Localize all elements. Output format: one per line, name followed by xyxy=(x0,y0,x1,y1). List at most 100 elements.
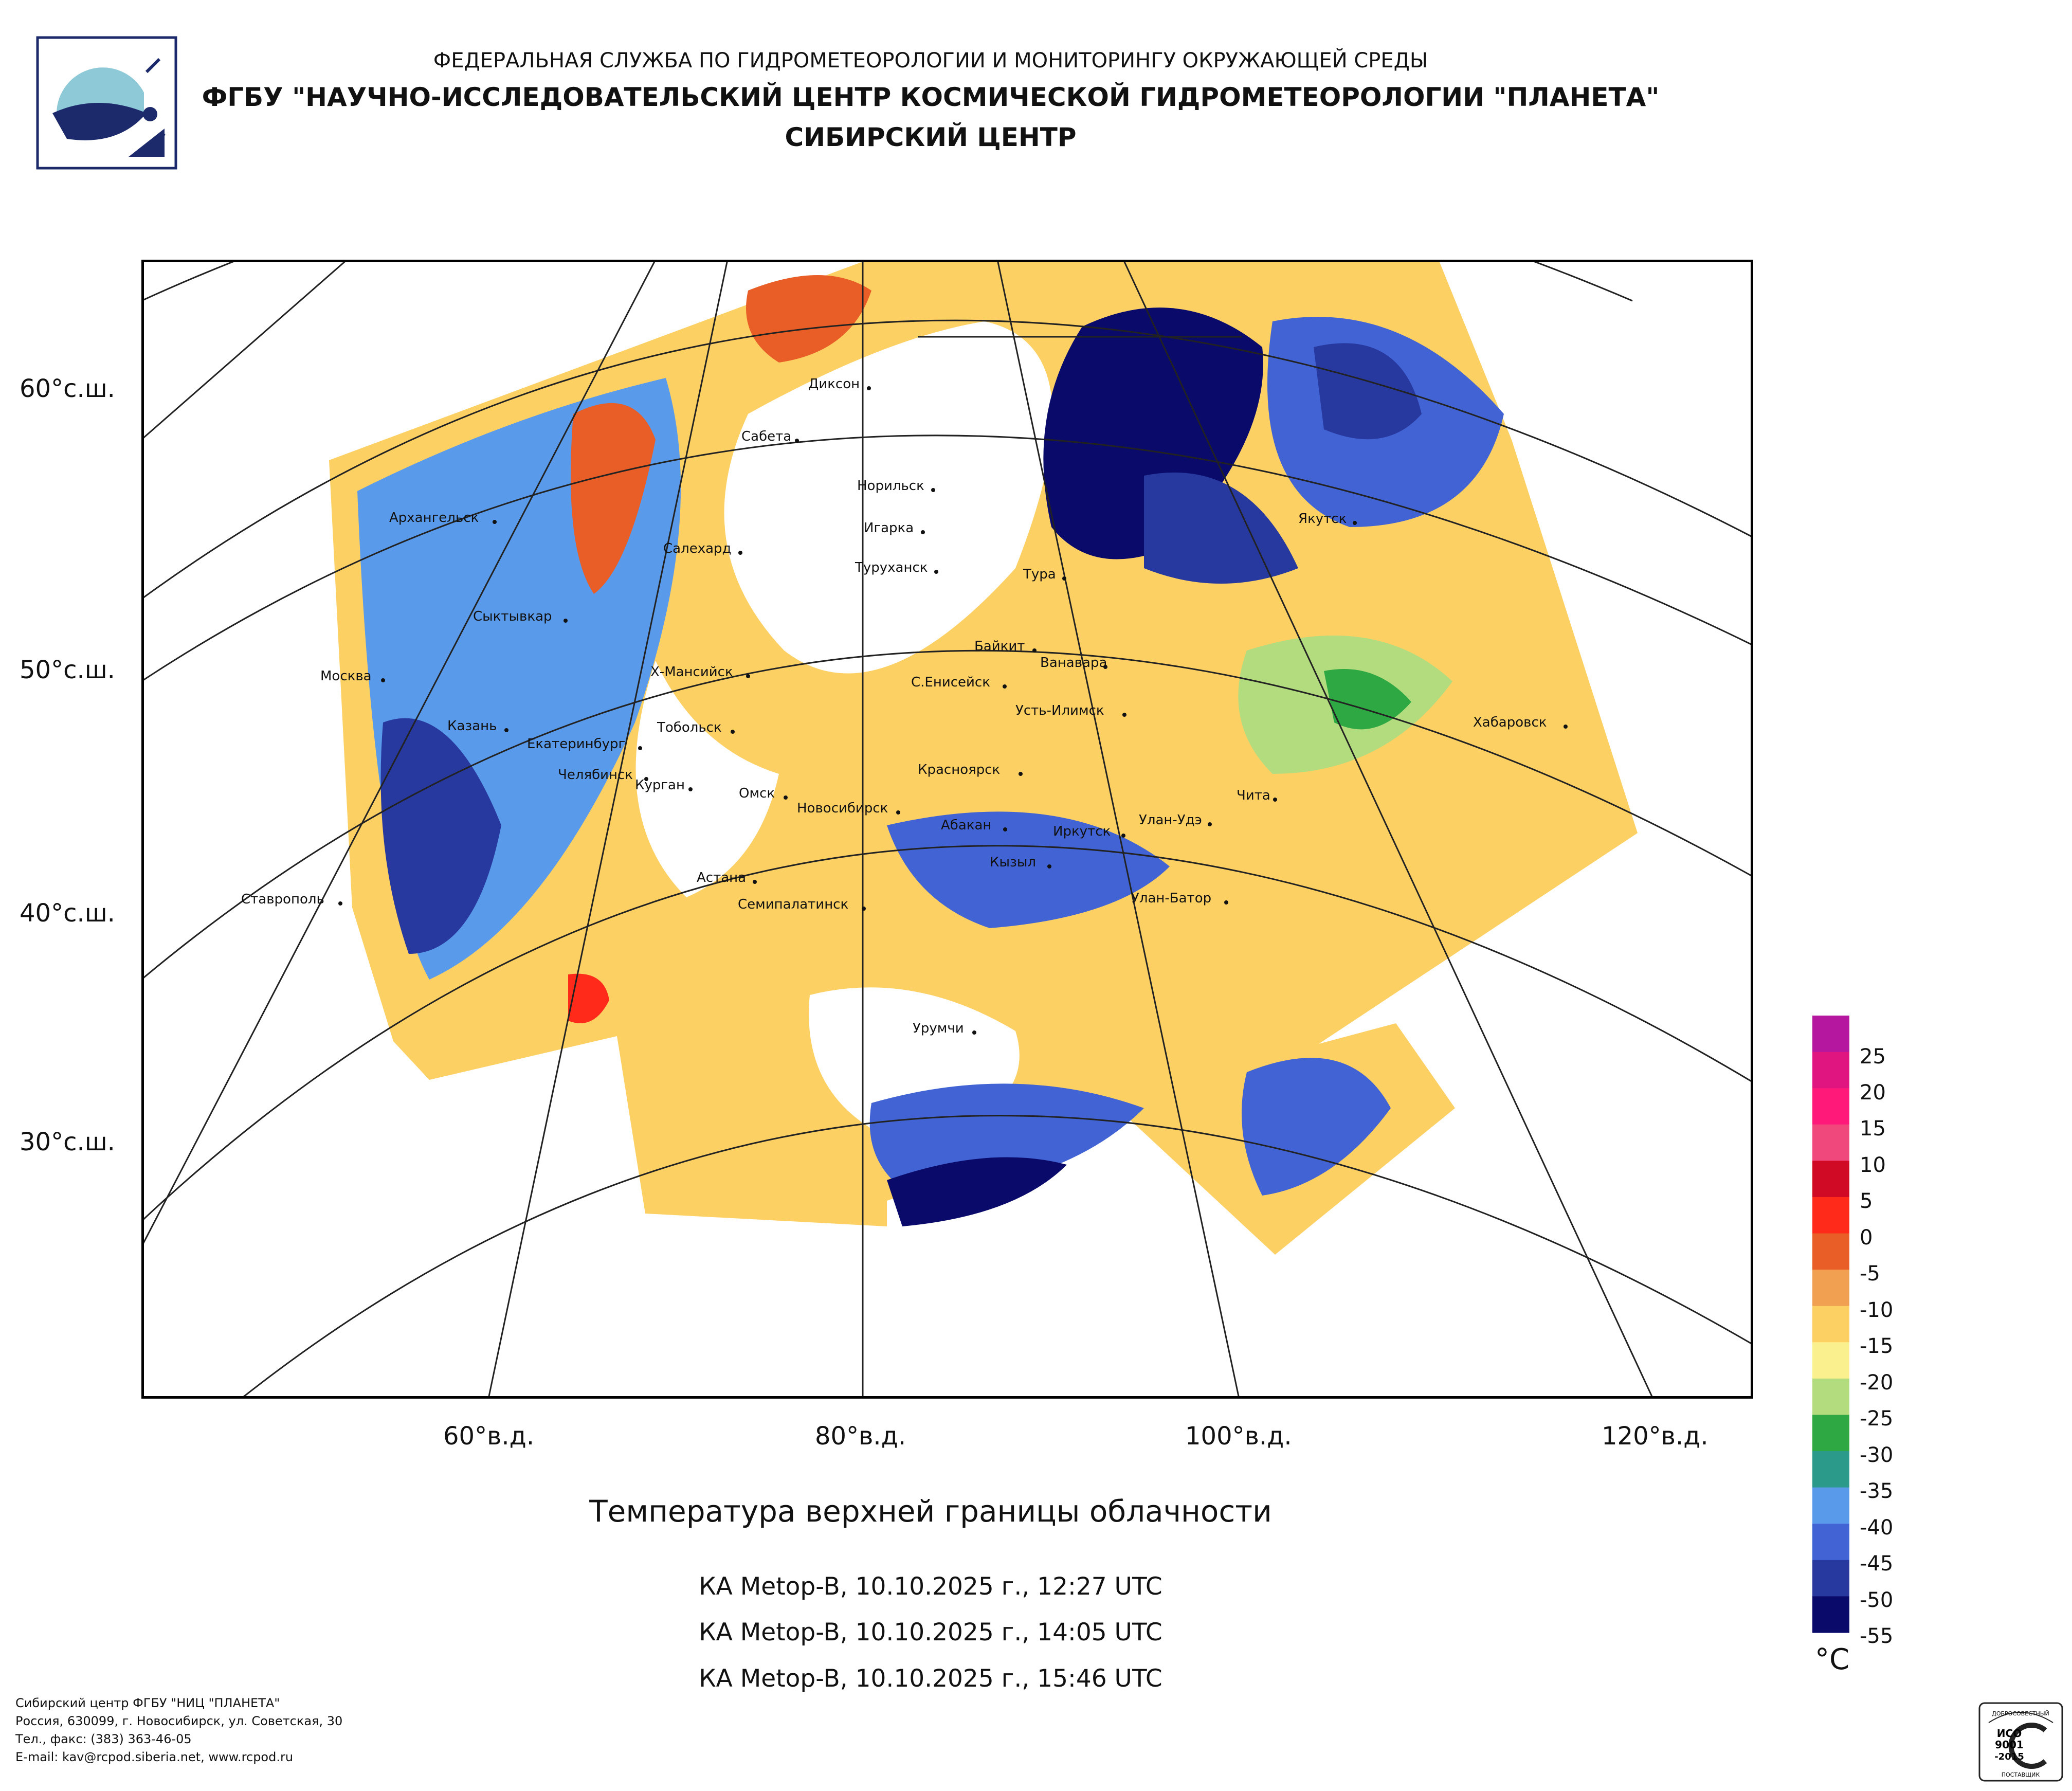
legend-tick: -55 xyxy=(1860,1624,1894,1648)
city-label: Новосибирск xyxy=(797,801,888,816)
institute-line: ФГБУ "НАУЧНО-ИССЛЕДОВАТЕЛЬСКИЙ ЦЕНТР КОС… xyxy=(202,82,1660,112)
legend-tick: -5 xyxy=(1860,1262,1880,1286)
city-label: Кызыл xyxy=(990,855,1036,870)
badge-iso: ИСО xyxy=(1997,1727,2022,1740)
city-label: Якутск xyxy=(1298,511,1347,527)
footer-contacts: Сибирский центр ФГБУ "НИЦ "ПЛАНЕТА" Росс… xyxy=(15,1694,342,1766)
legend-tick: -15 xyxy=(1860,1334,1894,1358)
city-label: Х-Мансийск xyxy=(650,664,733,680)
satellite-pass: КА Metop-B, 10.10.2025 г., 14:05 UTC xyxy=(699,1618,1162,1647)
graticule xyxy=(141,260,1753,1399)
city-label: Усть-Илимск xyxy=(1015,703,1104,718)
city-label: Курган xyxy=(635,777,685,793)
badge-top-text: ДОБРОСОВЕСТНЫЙ xyxy=(1992,1710,2049,1717)
temperature-legend xyxy=(1812,1016,1849,1633)
legend-swatch xyxy=(1812,1270,1849,1307)
legend-tick: -35 xyxy=(1860,1479,1894,1503)
planeta-logo xyxy=(36,36,177,170)
satellite-pass: КА Metop-B, 10.10.2025 г., 12:27 UTC xyxy=(699,1572,1162,1601)
cloud-blue-middle xyxy=(887,811,1170,928)
city-label: Красноярск xyxy=(918,762,1000,777)
city-label: Чита xyxy=(1237,788,1270,803)
city-label: С.Енисейск xyxy=(911,675,990,690)
legend-tick: 20 xyxy=(1860,1081,1886,1105)
footer-line: E-mail: kav@rcpod.siberia.net, www.rcpod… xyxy=(15,1750,294,1764)
legend-tick: -25 xyxy=(1860,1407,1894,1431)
legend-swatch xyxy=(1812,1124,1849,1161)
footer-line: Тел., факс: (383) 363-46-05 xyxy=(15,1732,192,1746)
city-label: Байкит xyxy=(974,639,1025,654)
lat-label: 30°с.ш. xyxy=(20,1128,115,1156)
legend-swatch xyxy=(1812,1197,1849,1234)
legend-swatch xyxy=(1812,1342,1849,1379)
cloud-orange-north xyxy=(746,275,871,363)
city-label: Архангельск xyxy=(389,510,479,526)
legend-swatch xyxy=(1812,1088,1849,1125)
legend-tick: 10 xyxy=(1860,1153,1886,1177)
legend-swatch xyxy=(1812,1052,1849,1089)
legend-swatch xyxy=(1812,1306,1849,1343)
legend-swatch xyxy=(1812,1233,1849,1270)
city-markers: Диксон Сабета Норильск Архангельск Салех… xyxy=(241,376,1568,1036)
city-label: Хабаровск xyxy=(1473,715,1547,730)
legend-unit: °C xyxy=(1815,1643,1850,1676)
legend-tick: 5 xyxy=(1860,1189,1873,1213)
legend-swatch xyxy=(1812,1378,1849,1415)
cloud-white-west xyxy=(635,661,779,897)
city-label: Семипалатинск xyxy=(738,897,848,912)
legend-swatch xyxy=(1812,1016,1849,1053)
legend-tick: -45 xyxy=(1860,1552,1894,1576)
cloud-green-dark xyxy=(1324,669,1411,730)
footer-line: Сибирский центр ФГБУ "НИЦ "ПЛАНЕТА" xyxy=(15,1696,280,1710)
city-label: Норильск xyxy=(857,478,924,494)
lat-label: 40°с.ш. xyxy=(20,899,115,928)
map-title: Температура верхней границы облачности xyxy=(589,1494,1272,1529)
city-label: Тобольск xyxy=(657,720,722,735)
legend-tick: -40 xyxy=(1860,1516,1894,1540)
badge-bottom-text: ПОСТАВЩИК xyxy=(2002,1771,2040,1778)
city-label: Омск xyxy=(739,786,775,801)
city-label: Сыктывкар xyxy=(473,609,552,624)
city-label: Улан-Батор xyxy=(1131,891,1211,906)
legend-tick: -10 xyxy=(1860,1298,1894,1322)
city-label: Иркутск xyxy=(1053,824,1111,839)
city-label: Игарка xyxy=(864,520,914,536)
legend-swatch xyxy=(1812,1161,1849,1198)
city-label: Астана xyxy=(697,870,746,885)
city-label: Абакан xyxy=(941,818,991,833)
cloud-blue-north xyxy=(1144,472,1298,584)
legend-tick: 15 xyxy=(1860,1117,1886,1141)
cloud-top-temperature-map: Диксон Сабета Норильск Архангельск Салех… xyxy=(141,260,1753,1399)
city-label: Салехард xyxy=(663,541,732,556)
cloud-navy-south xyxy=(887,1157,1067,1226)
satellite-pass: КА Metop-B, 10.10.2025 г., 15:46 UTC xyxy=(699,1665,1162,1693)
cloud-blue-southeast xyxy=(1242,1058,1391,1196)
city-label: Москва xyxy=(320,668,372,684)
city-label: Ставрополь xyxy=(241,892,324,907)
legend-swatch xyxy=(1812,1451,1849,1488)
cloud-white-core xyxy=(724,321,1053,674)
lon-label: 120°в.д. xyxy=(1602,1422,1709,1451)
badge-year: -2015 xyxy=(1994,1751,2024,1762)
city-label: Челябинск xyxy=(558,767,633,783)
center-line: СИБИРСКИЙ ЦЕНТР xyxy=(785,122,1077,152)
lat-label: 50°с.ш. xyxy=(20,656,115,684)
lon-label: 80°в.д. xyxy=(815,1422,906,1451)
map-frame xyxy=(141,260,1753,1399)
city-label: Диксон xyxy=(808,376,860,392)
legend-swatch xyxy=(1812,1560,1849,1597)
legend-swatch xyxy=(1812,1487,1849,1524)
city-label: Сабета xyxy=(741,429,791,444)
badge-number: 9001 xyxy=(1995,1739,2024,1751)
cloud-orange-west xyxy=(571,403,656,594)
legend-tick: -50 xyxy=(1860,1588,1894,1612)
legend-tick: 0 xyxy=(1860,1226,1873,1250)
legend-tick: -30 xyxy=(1860,1443,1894,1467)
cloud-darkblue-east xyxy=(1314,343,1422,440)
agency-line: ФЕДЕРАЛЬНАЯ СЛУЖБА ПО ГИДРОМЕТЕОРОЛОГИИ … xyxy=(433,49,1428,73)
lon-label: 100°в.д. xyxy=(1185,1422,1292,1451)
lon-label: 60°в.д. xyxy=(443,1422,535,1451)
iso-certification-badge: ДОБРОСОВЕСТНЫЙ ИСО 9001 -2015 ПОСТАВЩИК xyxy=(1978,1702,2063,1782)
city-label: Тура xyxy=(1023,567,1056,582)
legend-tick: 25 xyxy=(1860,1045,1886,1069)
